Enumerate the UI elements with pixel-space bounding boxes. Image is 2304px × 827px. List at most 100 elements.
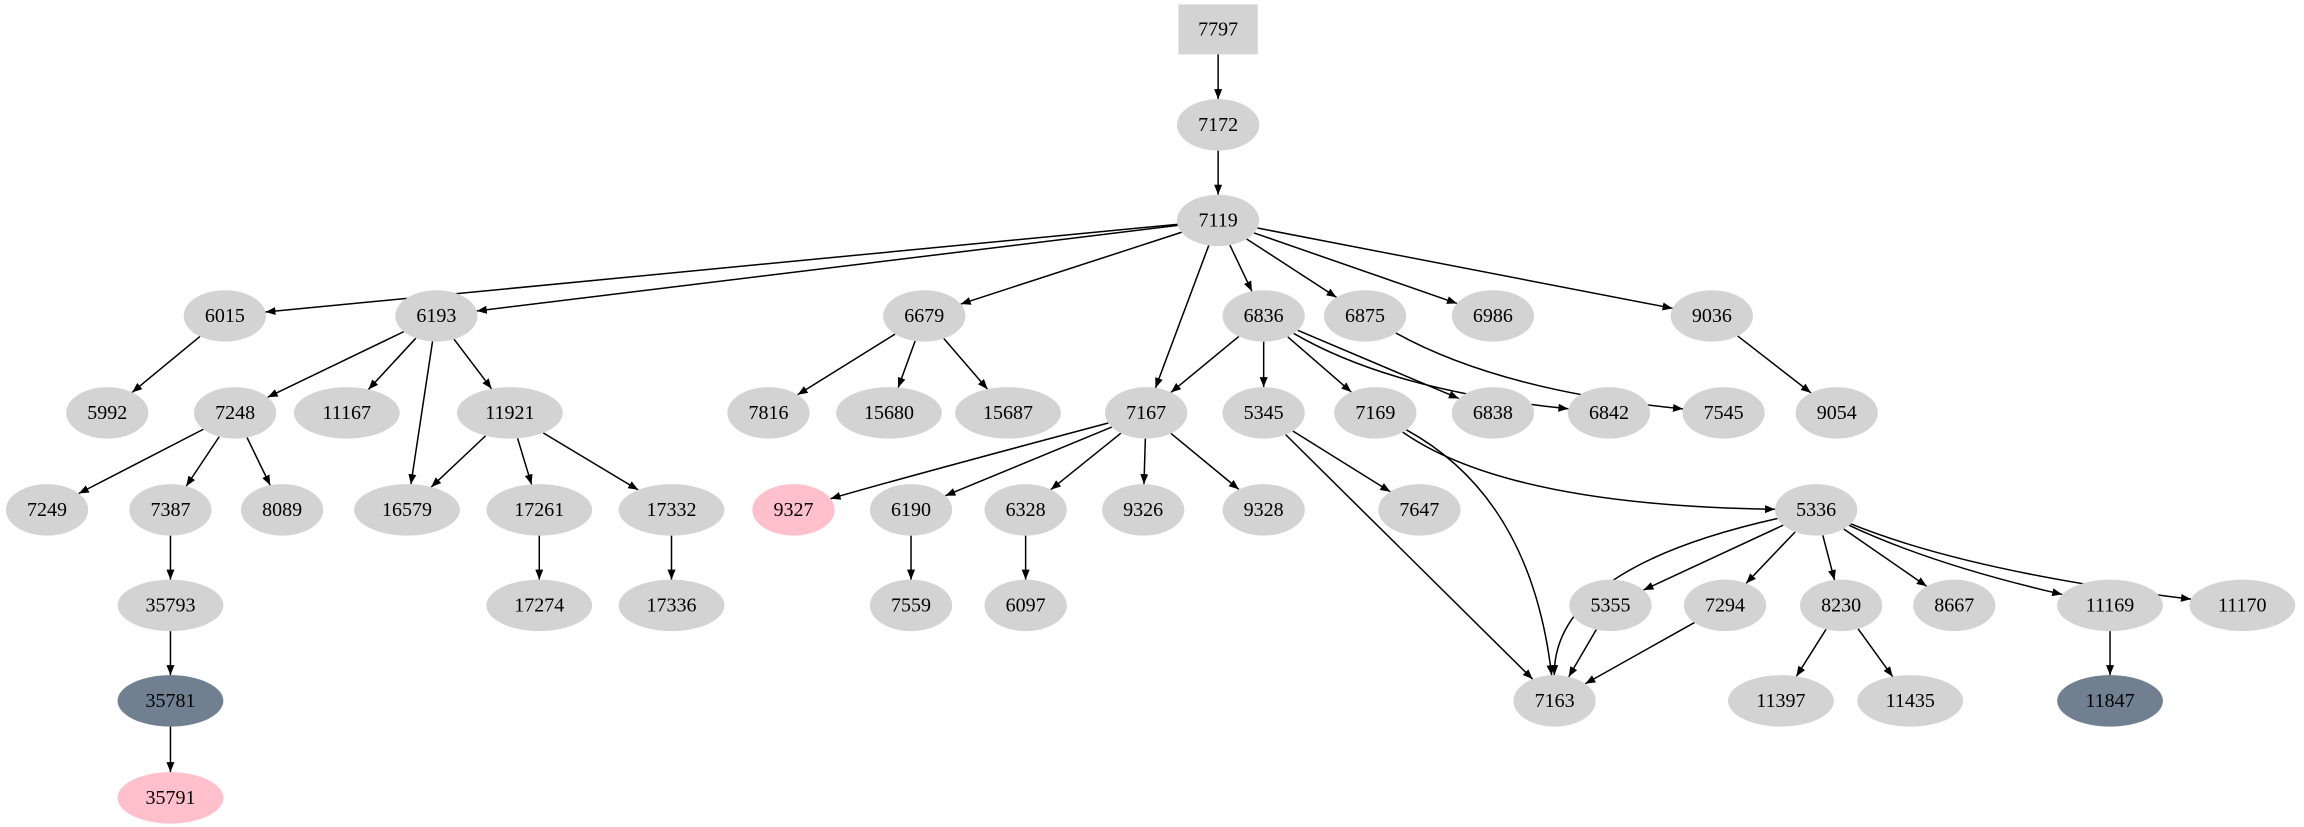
node-ellipse: [1775, 484, 1858, 536]
node-ellipse: [293, 387, 400, 439]
node-16579: 16579: [354, 484, 460, 536]
edge-5345-7163: [1285, 434, 1534, 680]
node-label: 17261: [514, 499, 564, 521]
node-11170: 11170: [2189, 579, 2296, 632]
node-9327: 9327: [752, 484, 835, 536]
node-ellipse: [752, 484, 835, 536]
node-ellipse: [1569, 579, 1652, 632]
edge-7167-9328: [1170, 432, 1240, 490]
node-label: 17336: [647, 594, 697, 616]
node-label: 15680: [864, 402, 914, 424]
node-label: 9328: [1244, 499, 1284, 521]
node-5345: 5345: [1222, 387, 1305, 439]
node-ellipse: [1683, 579, 1767, 632]
node-7294: 7294: [1683, 579, 1767, 632]
node-label: 6838: [1473, 402, 1513, 424]
node-ellipse: [66, 387, 149, 439]
node-label: 8089: [262, 499, 302, 521]
edge-9036-9054: [1737, 335, 1812, 394]
node-ellipse: [618, 484, 725, 536]
node-label: 7647: [1399, 499, 1439, 521]
node-ellipse: [129, 484, 212, 536]
node-ellipse: [618, 579, 725, 632]
edge-7167-6328: [1050, 432, 1122, 491]
edge-7167-9326: [1140, 438, 1149, 485]
node-label: 35781: [145, 690, 195, 712]
node-ellipse: [395, 290, 478, 342]
node-label: 11169: [2086, 594, 2135, 616]
node-ellipse: [456, 387, 563, 439]
node-label: 6328: [1006, 499, 1046, 521]
node-ellipse: [1323, 290, 1407, 342]
node-ellipse: [984, 579, 1067, 632]
edge-5336-11169: [1848, 524, 2063, 597]
node-label: 15687: [983, 402, 1033, 424]
edge-5336-5355: [1643, 524, 1784, 591]
node-ellipse: [1513, 675, 1596, 727]
node-6097: 6097: [984, 579, 1067, 632]
node-11167: 11167: [293, 387, 400, 439]
node-label: 6015: [205, 305, 245, 327]
node-ellipse: [1222, 387, 1305, 439]
node-ellipse: [486, 579, 593, 632]
edge-11921-16579: [430, 435, 487, 488]
edge-7119-6015: [265, 223, 1178, 316]
node-label: 6842: [1589, 402, 1629, 424]
node-ellipse: [727, 387, 810, 439]
node-7167: 7167: [1104, 387, 1188, 439]
node-7248: 7248: [193, 387, 277, 439]
edge-11921-17332: [542, 432, 639, 491]
node-ellipse: [193, 387, 277, 439]
edge-6679-7816: [797, 333, 896, 396]
node-7647: 7647: [1378, 484, 1461, 536]
node-label: 8230: [1821, 594, 1861, 616]
node-6838: 6838: [1451, 387, 1535, 439]
edge-7119-6875: [1246, 238, 1337, 299]
node-ellipse: [1451, 290, 1535, 342]
edge-7169-5336: [1402, 431, 1776, 514]
edge-7248-7387: [185, 436, 220, 487]
node-label: 7172: [1198, 114, 1238, 136]
node-6190: 6190: [869, 484, 953, 536]
node-label: 5355: [1590, 594, 1630, 616]
node-8089: 8089: [240, 484, 324, 536]
node-ellipse: [5, 484, 89, 536]
node-ellipse: [2189, 579, 2296, 632]
node-35781: 35781: [117, 675, 224, 727]
node-5992: 5992: [66, 387, 149, 439]
edge-5355-7163: [1568, 629, 1597, 678]
node-label: 9327: [773, 499, 813, 521]
node-ellipse: [1682, 387, 1765, 439]
node-label: 6097: [1006, 594, 1046, 616]
node-6842: 6842: [1567, 387, 1651, 439]
node-label: 5992: [87, 402, 127, 424]
node-6193: 6193: [395, 290, 478, 342]
node-label: 6190: [891, 499, 931, 521]
node-ellipse: [1670, 290, 1753, 342]
node-label: 7169: [1355, 402, 1395, 424]
node-11847: 11847: [2057, 675, 2163, 727]
edge-7119-6986: [1253, 232, 1458, 305]
node-label: 5345: [1244, 402, 1284, 424]
node-11169: 11169: [2057, 579, 2163, 632]
node-ellipse: [1222, 290, 1305, 342]
node-label: 9054: [1817, 402, 1857, 424]
node-label: 7816: [748, 402, 788, 424]
node-ellipse: [1795, 387, 1878, 439]
node-ellipse: [1800, 579, 1883, 632]
node-7559: 7559: [869, 579, 953, 632]
node-ellipse: [1728, 675, 1834, 727]
node-ellipse: [1451, 387, 1535, 439]
node-ellipse: [869, 579, 953, 632]
node-15687: 15687: [955, 387, 1061, 439]
node-7797: 7797: [1178, 4, 1258, 55]
node-ellipse: [1222, 484, 1305, 536]
node-11397: 11397: [1728, 675, 1834, 727]
node-label: 7248: [215, 402, 255, 424]
edge-6836-6842: [1293, 332, 1569, 412]
edge-7119-7167: [1154, 245, 1210, 389]
node-6679: 6679: [883, 290, 966, 342]
edge-6193-11167: [367, 337, 417, 390]
node-label: 7249: [27, 499, 67, 521]
node-ellipse: [984, 484, 1067, 536]
